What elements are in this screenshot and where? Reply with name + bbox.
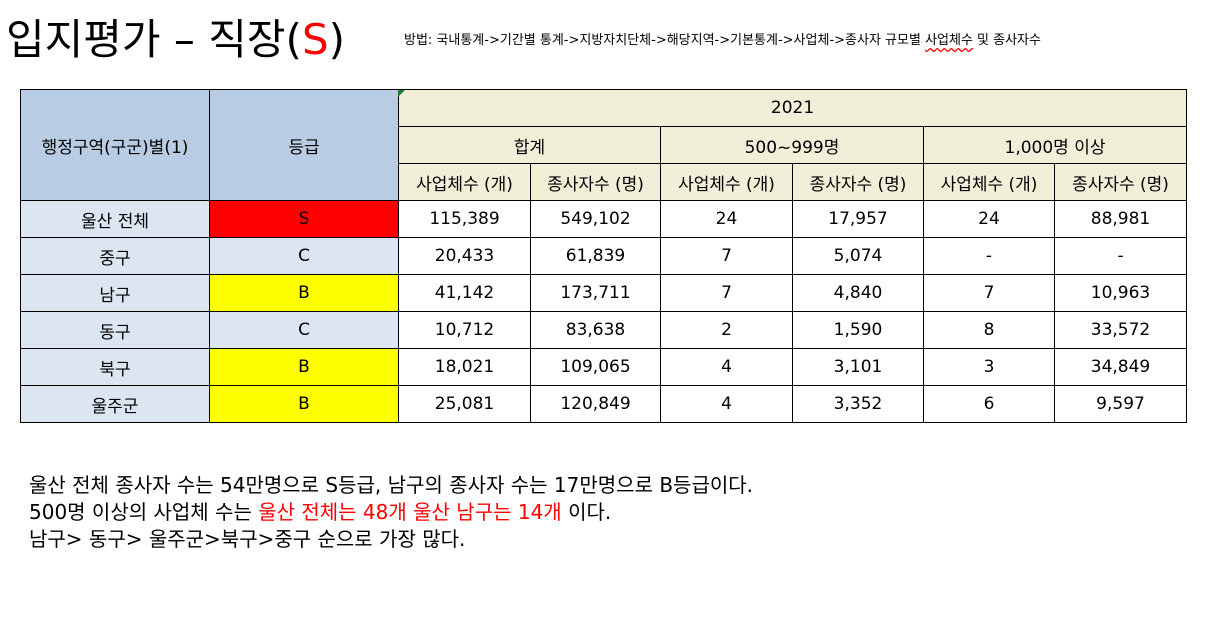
page-title: 입지평가 – 직장(S) [6,12,345,68]
value-cell: 10,963 [1053,274,1188,312]
cell-comment-marker [398,90,405,97]
value-cell: 41,142 [398,274,531,312]
value-cell: 24 [660,200,793,238]
value-cell: 18,021 [398,348,531,386]
table-row: 남구 B 41,142 173,711 7 4,840 7 10,963 [20,274,1188,312]
table-row: 울산 전체 S 115,389 549,102 24 17,957 24 88,… [20,200,1188,238]
header-group-1000-plus: 1,000명 이상 [922,126,1188,164]
subheader-cell: 사업체수 (개) [660,163,793,201]
value-cell: - [923,237,1055,275]
value-cell: 34,849 [1053,348,1188,386]
summary-line-2-prefix: 500명 이상의 사업체 수는 [29,500,259,524]
grade-cell: C [209,311,399,349]
subheader-cell: 종사자수 (명) [1053,163,1188,201]
summary-line-2: 500명 이상의 사업체 수는 울산 전체는 48개 울산 남구는 14개 이다… [29,499,753,526]
region-name: 울주군 [20,385,210,423]
value-cell: 5,074 [792,237,924,275]
value-cell: 9,597 [1053,385,1188,423]
value-cell: - [1053,237,1188,275]
table-row: 울주군 B 25,081 120,849 4 3,352 6 9,597 [20,385,1188,423]
summary-line-2-highlight: 울산 전체는 48개 울산 남구는 14개 [258,500,562,524]
value-cell: 4 [660,348,793,386]
value-cell: 8 [923,311,1055,349]
header-grade: 등급 [209,89,399,201]
value-cell: 6 [923,385,1055,423]
value-cell: 173,711 [530,274,661,312]
region-name: 울산 전체 [20,200,210,238]
summary-line-1: 울산 전체 종사자 수는 54만명으로 S등급, 남구의 종사자 수는 17만명… [29,473,754,497]
grade-cell: C [209,237,399,275]
value-cell: 20,433 [398,237,531,275]
region-name: 북구 [20,348,210,386]
value-cell: 7 [660,274,793,312]
method-prefix: 방법: 국내통계->기간별 통계->지방자치단체->해당지역->기본통계->사업… [404,33,926,48]
value-cell: 7 [923,274,1055,312]
value-cell: 33,572 [1053,311,1188,349]
title-grade: S [301,15,329,64]
grade-cell: B [209,348,399,386]
header-group-500-999: 500~999명 [660,126,924,164]
value-cell: 4 [660,385,793,423]
method-suffix: 및 종사자수 [972,33,1041,48]
subheader-cell: 종사자수 (명) [792,163,924,201]
method-underlined: 사업체수 [925,33,973,48]
value-cell: 3,101 [792,348,924,386]
value-cell: 17,957 [792,200,924,238]
subheader-cell: 사업체수 (개) [398,163,531,201]
grade-cell: B [209,385,399,423]
value-cell: 88,981 [1053,200,1188,238]
data-table: 행정구역(구군)별(1) 등급 2021 합계 500~999명 1,000명 … [20,89,1188,423]
subheader-cell: 종사자수 (명) [530,163,661,201]
value-cell: 120,849 [530,385,661,423]
grade-cell: B [209,274,399,312]
value-cell: 1,590 [792,311,924,349]
subheader-cell: 사업체수 (개) [923,163,1055,201]
value-cell: 2 [660,311,793,349]
value-cell: 115,389 [398,200,531,238]
value-cell: 549,102 [530,200,661,238]
value-cell: 10,712 [398,311,531,349]
value-cell: 24 [923,200,1055,238]
value-cell: 83,638 [530,311,661,349]
table-row: 중구 C 20,433 61,839 7 5,074 - - [20,237,1188,275]
title-main: 입지평가 – 직장 [6,15,286,64]
value-cell: 3,352 [792,385,924,423]
title-close-paren: ) [328,15,345,64]
summary-line-3: 남구> 동구> 울주군>북구>중구 순으로 가장 많다. [29,527,466,551]
table-row: 북구 B 18,021 109,065 4 3,101 3 34,849 [20,348,1188,386]
region-name: 남구 [20,274,210,312]
header-year: 2021 [397,89,1188,127]
region-name: 동구 [20,311,210,349]
value-cell: 4,840 [792,274,924,312]
method-note: 방법: 국내통계->기간별 통계->지방자치단체->해당지역->기본통계->사업… [404,32,1041,50]
header-region: 행정구역(구군)별(1) [20,89,210,201]
value-cell: 7 [660,237,793,275]
header-group-total: 합계 [398,126,661,164]
summary-text: 울산 전체 종사자 수는 54만명으로 S등급, 남구의 종사자 수는 17만명… [29,472,753,553]
summary-line-2-suffix: 이다. [561,500,612,524]
value-cell: 25,081 [398,385,531,423]
value-cell: 61,839 [530,237,661,275]
value-cell: 109,065 [530,348,661,386]
table-row: 동구 C 10,712 83,638 2 1,590 8 33,572 [20,311,1188,349]
grade-cell: S [209,200,399,238]
value-cell: 3 [923,348,1055,386]
title-open-paren: ( [285,15,302,64]
region-name: 중구 [20,237,210,275]
